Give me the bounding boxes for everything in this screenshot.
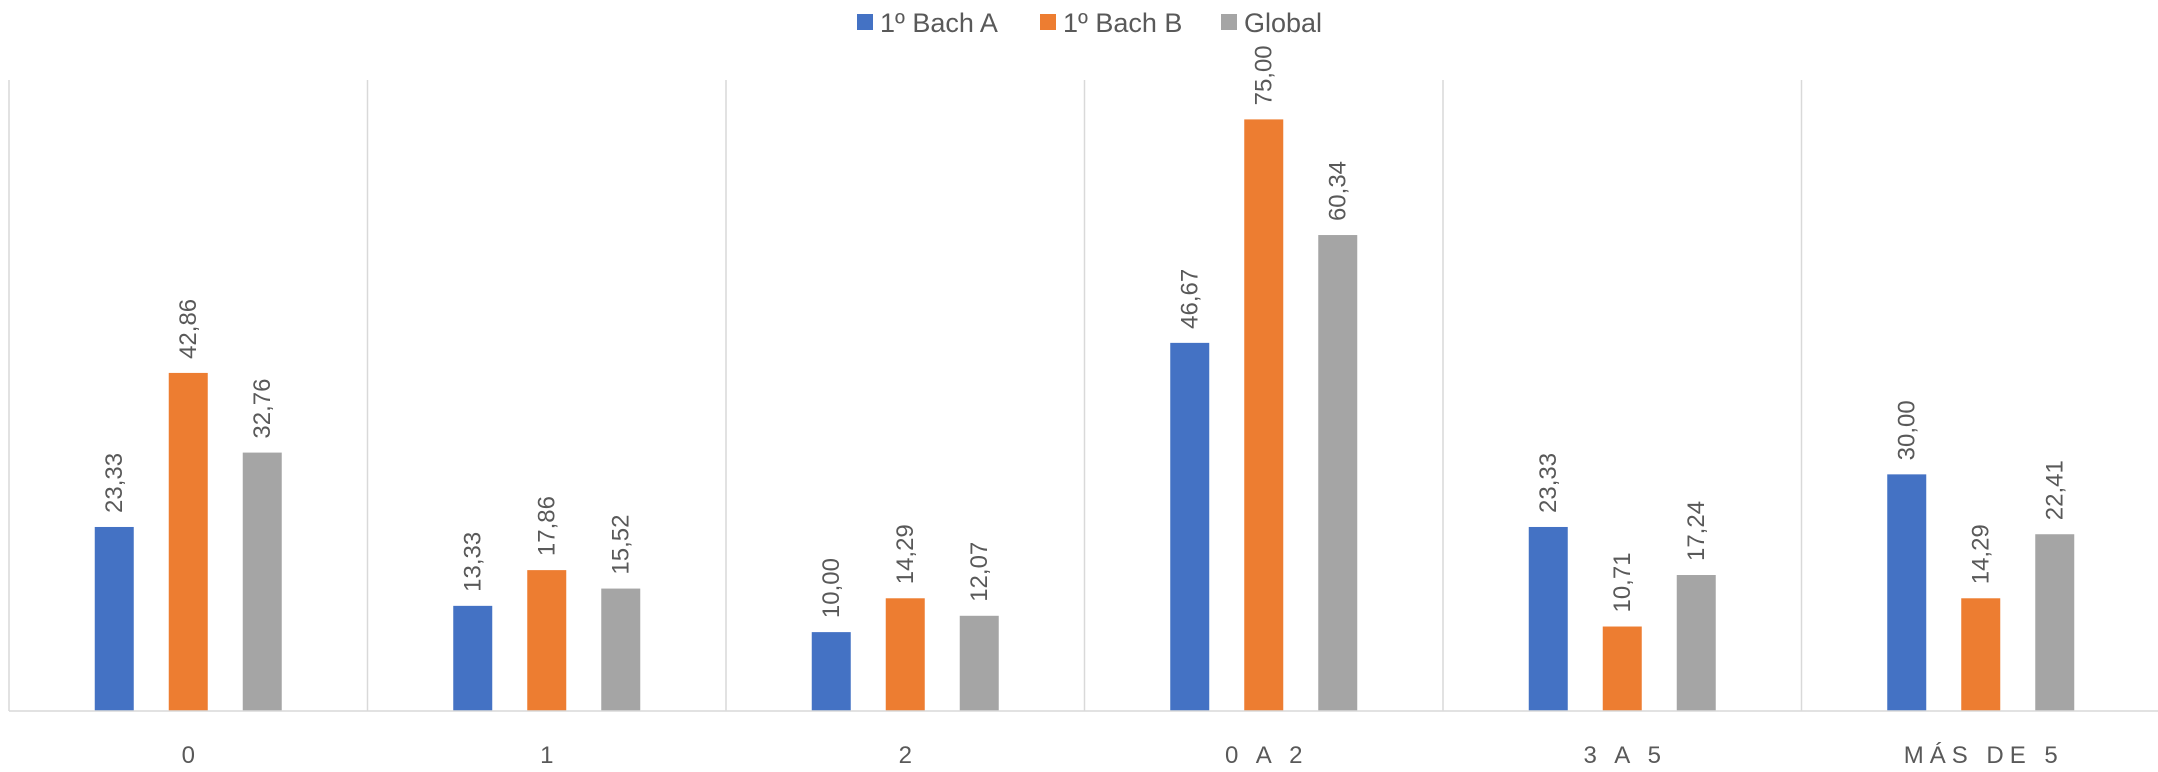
chart-legend: 1º Bach A 1º Bach B Global <box>857 8 1322 38</box>
data-label-1-5: 14,29 <box>1968 524 1995 584</box>
category-gridlines <box>8 80 1803 711</box>
bar-2-2 <box>959 615 999 711</box>
legend-label-2: Global <box>1244 8 1322 38</box>
bar-0-0 <box>94 526 134 711</box>
legend-swatch-0 <box>857 14 873 30</box>
data-label-0-0: 23,33 <box>101 453 128 513</box>
bar-1-1 <box>527 570 567 711</box>
data-label-2-2: 12,07 <box>966 542 993 602</box>
x-tick-label-1: 1 <box>540 742 559 769</box>
bar-0-4 <box>1528 526 1568 711</box>
data-label-2-0: 32,76 <box>249 379 276 439</box>
bar-1-5 <box>1961 598 2001 711</box>
data-label-2-1: 15,52 <box>608 515 635 575</box>
chart-bars <box>94 119 2075 711</box>
data-labels: 23,33 42,86 32,76 13,33 17,86 15,52 10,00 14,29… <box>101 45 2069 618</box>
data-label-2-3: 60,34 <box>1325 161 1352 221</box>
bar-1-4 <box>1602 626 1642 711</box>
bar-0-5 <box>1887 474 1927 711</box>
bar-2-4 <box>1676 575 1716 711</box>
bar-1-0 <box>168 372 208 711</box>
data-label-1-3: 75,00 <box>1251 45 1278 105</box>
bar-2-1 <box>601 588 641 711</box>
x-tick-label-5: MÁS DE 5 <box>1904 742 2064 769</box>
data-label-1-2: 14,29 <box>892 524 919 584</box>
bar-0-3 <box>1170 342 1210 711</box>
bar-2-5 <box>2035 534 2075 711</box>
bar-2-3 <box>1318 235 1358 711</box>
data-label-1-4: 10,71 <box>1609 552 1636 612</box>
x-tick-label-4: 3 A 5 <box>1584 742 1667 769</box>
data-label-2-4: 17,24 <box>1683 501 1710 561</box>
x-axis-tick-labels: 0 1 2 0 A 2 3 A 5 MÁS DE 5 <box>182 742 2064 769</box>
bar-2-0 <box>242 452 282 711</box>
data-label-1-1: 17,86 <box>534 496 561 556</box>
bar-1-3 <box>1244 119 1284 711</box>
x-tick-label-0: 0 <box>182 742 201 769</box>
data-label-2-5: 22,41 <box>2042 460 2069 520</box>
data-label-0-4: 23,33 <box>1535 453 1562 513</box>
data-label-0-5: 30,00 <box>1894 400 1921 460</box>
data-label-1-0: 42,86 <box>175 299 202 359</box>
data-label-0-1: 13,33 <box>460 532 487 592</box>
bar-0-1 <box>453 605 493 711</box>
legend-swatch-1 <box>1040 14 1056 30</box>
data-label-0-3: 46,67 <box>1177 269 1204 329</box>
legend-label-0: 1º Bach A <box>880 8 998 38</box>
data-label-0-2: 10,00 <box>818 558 845 618</box>
x-tick-label-2: 2 <box>899 742 918 769</box>
bar-1-2 <box>885 598 925 711</box>
legend-swatch-2 <box>1221 14 1237 30</box>
x-tick-label-3: 0 A 2 <box>1225 742 1308 769</box>
legend-label-1: 1º Bach B <box>1063 8 1182 38</box>
bar-0-2 <box>811 632 851 711</box>
